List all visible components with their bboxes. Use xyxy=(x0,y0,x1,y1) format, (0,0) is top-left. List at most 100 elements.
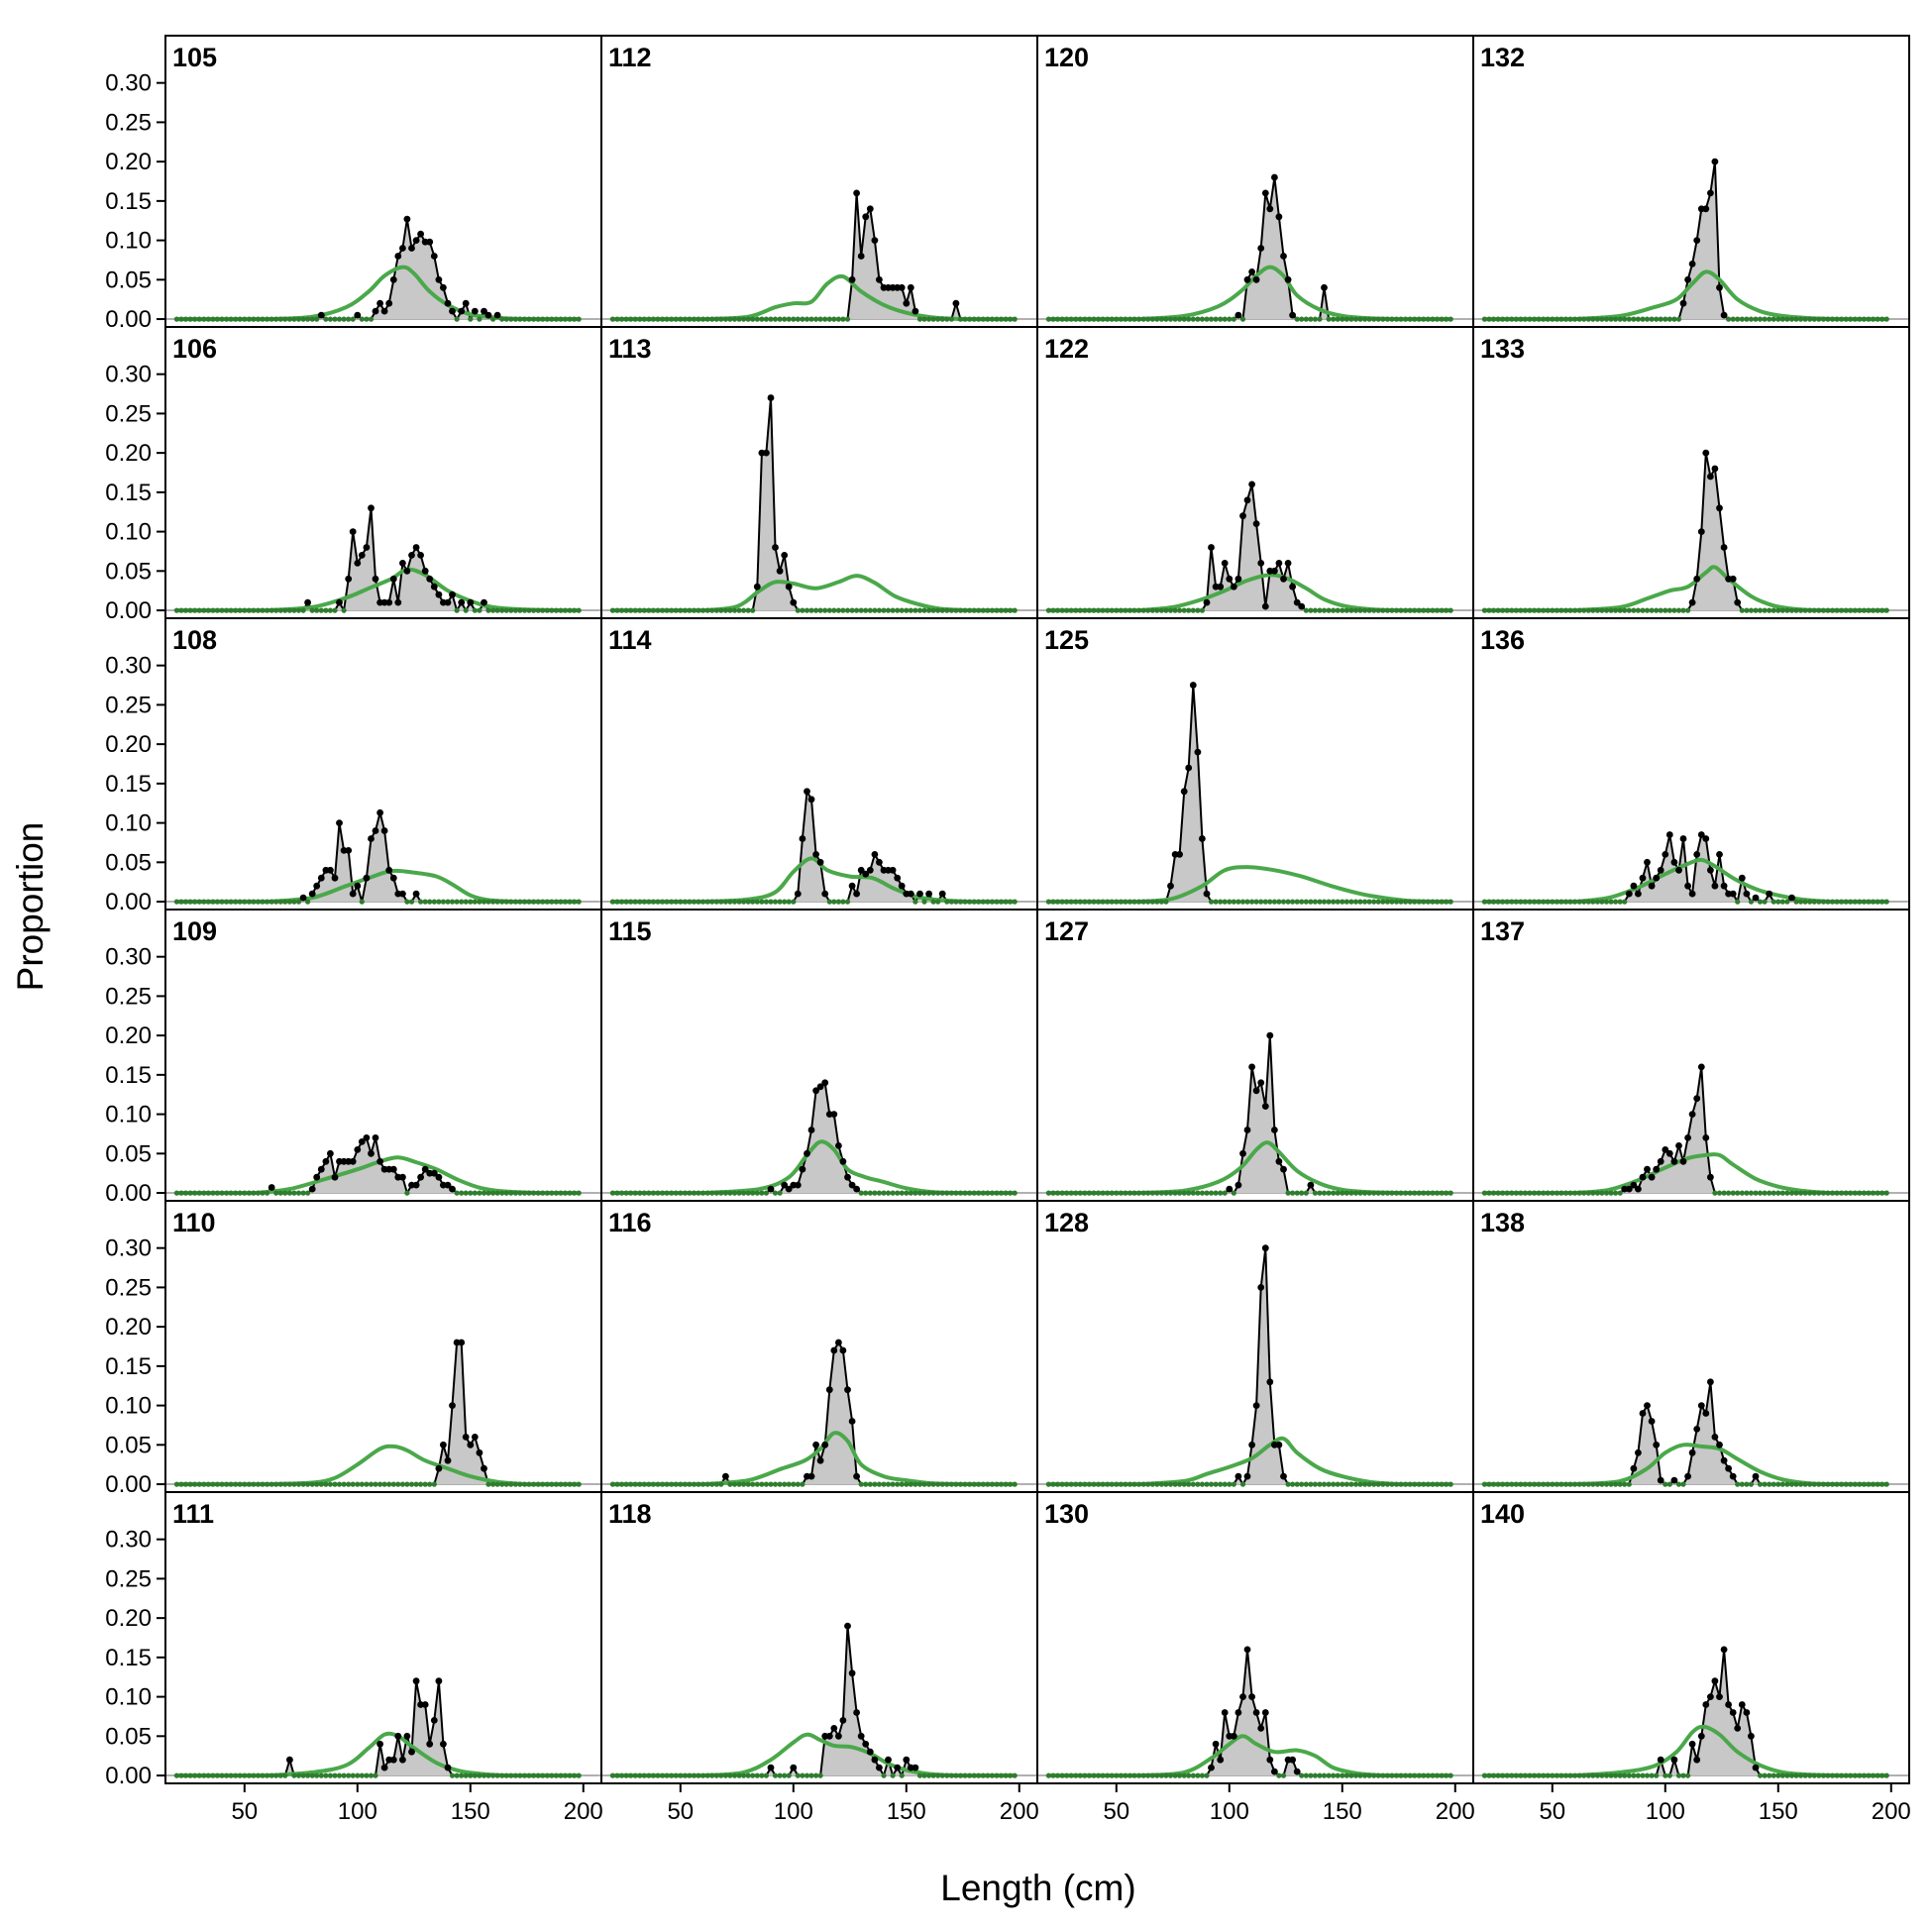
observed-point xyxy=(440,1740,447,1748)
observed-point xyxy=(1331,899,1337,905)
observed-point xyxy=(971,899,977,905)
observed-point xyxy=(1068,1772,1074,1778)
observed-point xyxy=(305,899,311,905)
observed-point xyxy=(350,316,356,322)
observed-point xyxy=(1167,1481,1174,1487)
observed-point xyxy=(1407,1481,1413,1487)
observed-point xyxy=(1294,1481,1300,1487)
observed-point xyxy=(1317,1190,1323,1196)
observed-point xyxy=(632,1190,638,1196)
observed-point xyxy=(1513,316,1519,322)
observed-point xyxy=(458,598,466,606)
observed-point xyxy=(228,1190,234,1196)
panel-label: 118 xyxy=(608,1499,652,1529)
observed-point xyxy=(1640,1772,1646,1778)
observed-point xyxy=(713,316,719,322)
observed-point xyxy=(867,1190,873,1196)
observed-point xyxy=(282,1190,288,1196)
observed-point xyxy=(957,1190,964,1196)
observed-point xyxy=(1665,831,1673,838)
observed-point xyxy=(1416,316,1422,322)
observed-point xyxy=(1834,607,1840,613)
observed-point xyxy=(1158,607,1164,613)
observed-point xyxy=(385,299,393,307)
observed-point xyxy=(687,899,693,905)
observed-point xyxy=(609,607,616,613)
observed-point xyxy=(881,607,887,613)
observed-point xyxy=(309,316,315,322)
observed-point xyxy=(260,1481,266,1487)
observed-point xyxy=(1839,316,1845,322)
observed-point xyxy=(422,1481,428,1487)
observed-point xyxy=(1227,899,1233,905)
observed-point xyxy=(304,598,311,606)
observed-point xyxy=(782,1772,788,1778)
y-tick-label: 0.15 xyxy=(105,188,152,215)
observed-point xyxy=(1816,1190,1822,1196)
observed-point xyxy=(1654,316,1660,322)
observed-point xyxy=(1299,1481,1305,1487)
panel-frame xyxy=(1472,1491,1910,1784)
observed-point xyxy=(380,1764,388,1771)
observed-point xyxy=(1243,1646,1251,1654)
observed-point xyxy=(1522,1481,1528,1487)
observed-point xyxy=(1527,1772,1533,1778)
observed-point xyxy=(741,1481,747,1487)
observed-point xyxy=(1536,899,1542,905)
observed-point xyxy=(1123,316,1128,322)
observed-point xyxy=(1631,1772,1637,1778)
observed-point xyxy=(412,544,420,551)
y-tick-label: 0.10 xyxy=(105,1102,152,1128)
observed-point xyxy=(1068,1190,1074,1196)
observed-point xyxy=(463,607,469,613)
observed-point xyxy=(1527,1190,1533,1196)
observed-point xyxy=(1158,899,1164,905)
observed-point xyxy=(1775,316,1781,322)
observed-point xyxy=(1393,316,1400,322)
observed-point xyxy=(499,1481,505,1487)
observed-point xyxy=(535,1772,541,1778)
observed-point xyxy=(1843,316,1849,322)
observed-point xyxy=(567,1772,573,1778)
observed-point xyxy=(1326,316,1332,322)
observed-point xyxy=(926,1481,932,1487)
observed-point xyxy=(871,237,879,245)
observed-point xyxy=(1820,899,1826,905)
observed-point xyxy=(242,607,248,613)
observed-point xyxy=(549,1772,555,1778)
observed-point xyxy=(1635,1772,1641,1778)
observed-point xyxy=(490,1481,496,1487)
observed-point xyxy=(1149,1772,1155,1778)
observed-point xyxy=(1439,899,1445,905)
observed-point xyxy=(1348,1772,1354,1778)
observed-point xyxy=(1585,1190,1591,1196)
observed-point xyxy=(327,866,334,874)
observed-point xyxy=(282,1772,288,1778)
observed-point xyxy=(976,1481,982,1487)
observed-point xyxy=(399,560,406,567)
observed-point xyxy=(853,890,860,898)
observed-point xyxy=(251,1190,257,1196)
observed-point xyxy=(1688,1740,1696,1748)
observed-point xyxy=(1753,316,1759,322)
observed-point xyxy=(1375,899,1381,905)
observed-point xyxy=(678,1772,684,1778)
observed-point xyxy=(1136,899,1142,905)
observed-point xyxy=(1253,899,1259,905)
observed-point xyxy=(786,1772,792,1778)
observed-point xyxy=(412,237,420,245)
observed-point xyxy=(1562,1481,1569,1487)
observed-point xyxy=(808,607,814,613)
observed-point xyxy=(477,1772,483,1778)
observed-point xyxy=(1870,607,1877,613)
observed-point xyxy=(544,316,550,322)
observed-point xyxy=(1086,1190,1092,1196)
observed-point xyxy=(503,1190,509,1196)
observed-point xyxy=(967,607,973,613)
observed-point xyxy=(967,1481,973,1487)
observed-point xyxy=(173,607,179,613)
observed-point xyxy=(628,899,634,905)
observed-point xyxy=(1086,1772,1092,1778)
observed-point xyxy=(463,899,469,905)
